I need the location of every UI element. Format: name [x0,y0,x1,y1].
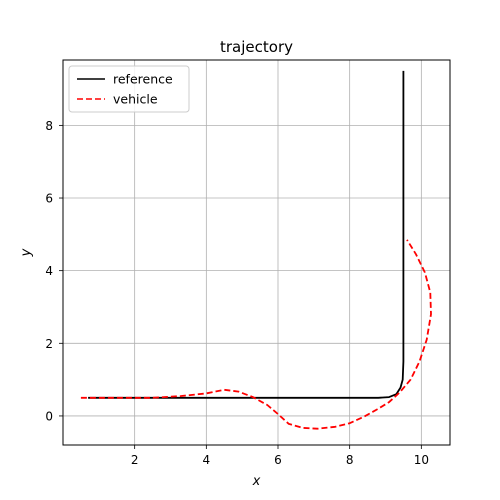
series-layer [80,70,432,430]
x-tick-label: 10 [414,453,429,467]
legend-label-reference: reference [113,72,173,87]
x-tick-label: 2 [131,453,139,467]
chart-title: trajectory [220,38,293,56]
y-tick-label: 4 [45,264,53,278]
series-line-reference [88,70,405,399]
plot-frame [62,59,451,446]
y-tick-label: 8 [45,119,53,133]
x-tick-label: 6 [274,453,282,467]
y-tick-label: 2 [45,337,53,351]
y-tick-label: 6 [45,192,53,206]
legend: reference vehicle [68,65,190,113]
plot-area [63,60,450,445]
y-tick-label: 0 [45,409,53,423]
legend-label-vehicle: vehicle [113,92,158,107]
x-tick-label: 8 [346,453,354,467]
axis-ticks: 2 4 6 8 10 0 2 4 6 8 [45,119,429,467]
x-axis-label: x [252,474,261,489]
grid [63,60,450,445]
x-tick-label: 4 [203,453,211,467]
y-axis-label: y [19,248,34,257]
legend-box [68,65,190,113]
series-line-vehicle [80,239,432,430]
